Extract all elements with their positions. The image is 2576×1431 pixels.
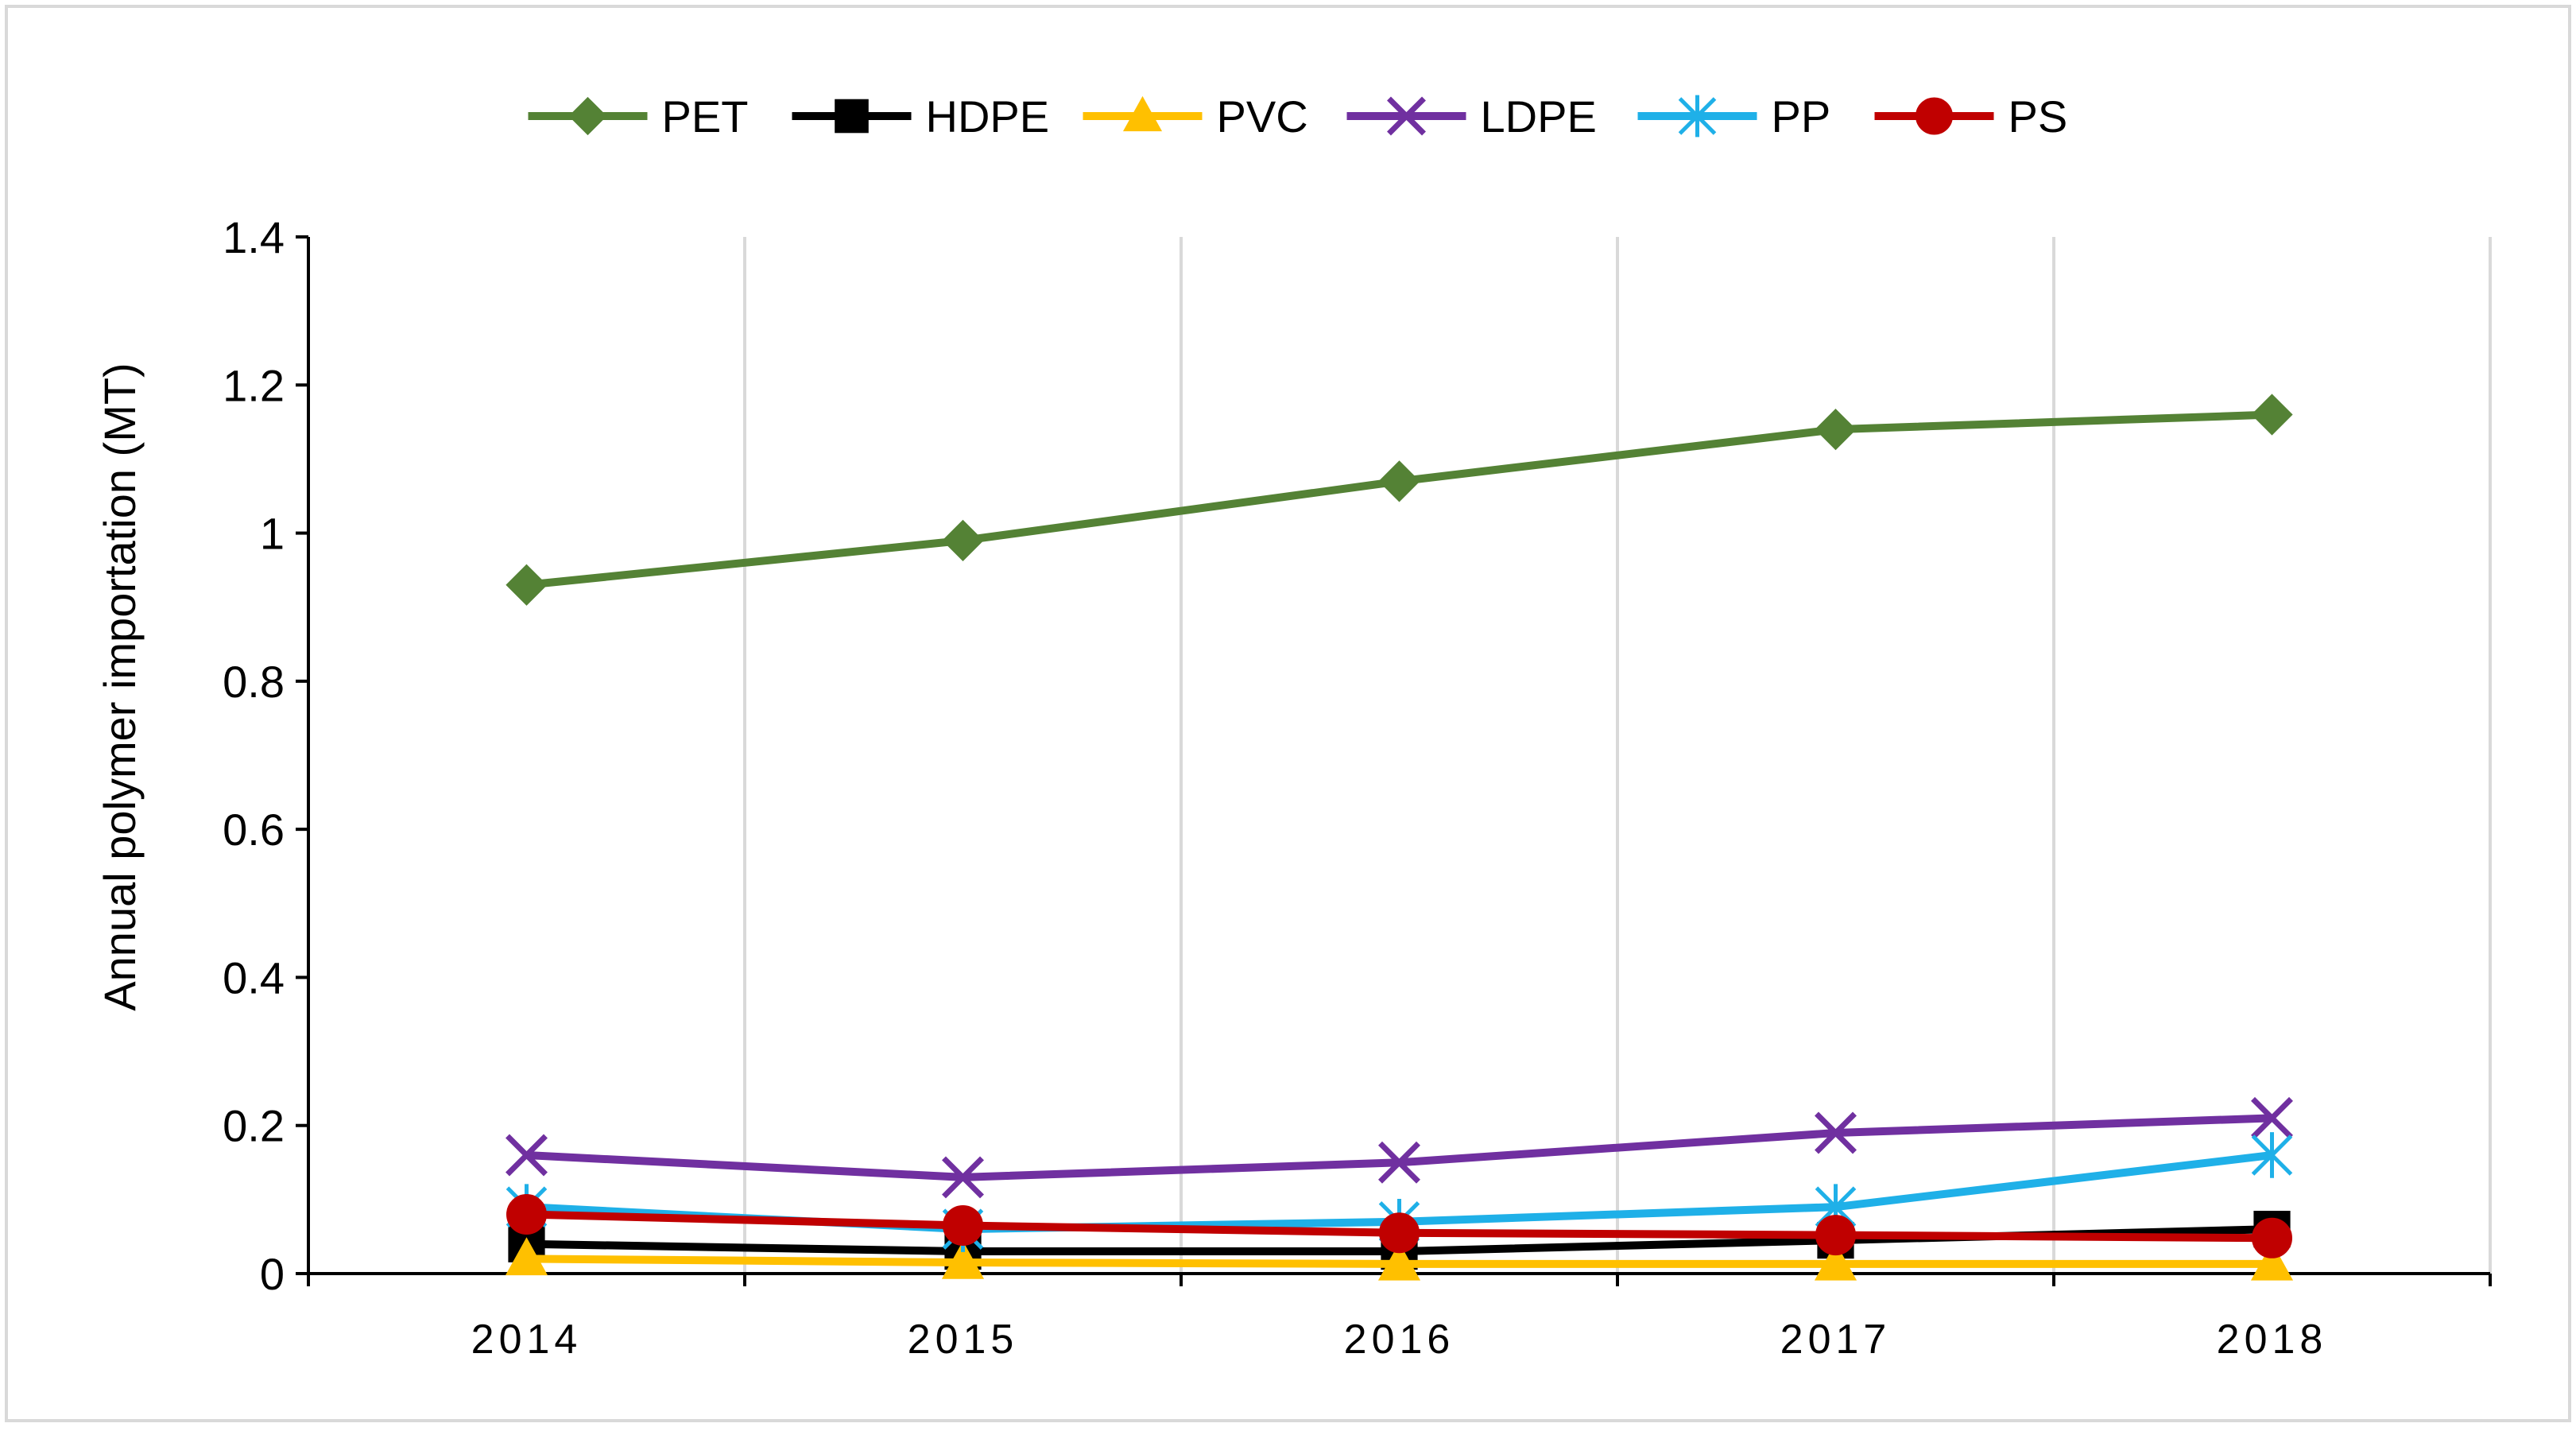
legend-marker-hdpe — [835, 99, 869, 134]
legend-label-pvc: PVC — [1217, 91, 1308, 142]
data-point-pet — [942, 519, 984, 562]
legend: PET HDPE PVC LDPE PP PS — [528, 91, 2068, 142]
data-point-ldpe — [942, 1156, 984, 1199]
legend-marker-pet — [568, 96, 607, 136]
data-point-ldpe — [2251, 1096, 2293, 1139]
x-tick-label: 2015 — [908, 1317, 1019, 1363]
y-tick-label: 1.4 — [223, 212, 285, 262]
axes: 0 0.2 0.4 0.6 0.8 1 1.2 1.4 2014 2015 2016 2017 2018 — [223, 212, 2492, 1363]
legend-item-ps: PS — [1874, 91, 2068, 142]
legend-marker-ldpe — [1387, 96, 1426, 136]
data-point-ldpe — [1378, 1141, 1420, 1184]
data-point-pp — [2251, 1132, 2293, 1178]
data-point-ps — [506, 1193, 547, 1235]
series-pet — [506, 394, 2293, 606]
x-tick-label: 2016 — [1344, 1317, 1455, 1363]
data-point-pet — [1815, 409, 1857, 451]
legend-label-pp: PP — [1772, 91, 1831, 142]
y-axis-label: Annual polymer importation (MT) — [95, 363, 145, 1010]
data-point-pet — [1378, 460, 1420, 502]
data-point-pvc — [941, 1240, 985, 1279]
data-point-pvc — [2250, 1242, 2294, 1281]
y-tick-label: 1 — [260, 509, 285, 559]
legend-item-hdpe: HDPE — [792, 91, 1050, 142]
series-ps — [506, 1193, 2292, 1258]
series-ldpe — [506, 1096, 2293, 1199]
data-point-ps — [943, 1204, 983, 1246]
series-pvc — [505, 1237, 2294, 1281]
x-tick-label: 2017 — [1780, 1317, 1892, 1363]
legend-marker-ps — [1916, 97, 1953, 135]
legend-item-pp: PP — [1637, 91, 1831, 142]
legend-item-ldpe: LDPE — [1346, 91, 1597, 142]
chart-border — [5, 5, 2571, 1422]
x-tick-label: 2014 — [471, 1317, 583, 1363]
y-tick-label: 0 — [260, 1249, 285, 1299]
y-tick-label: 0.4 — [223, 952, 285, 1002]
series — [505, 394, 2294, 1281]
x-tick-label: 2018 — [2217, 1317, 2328, 1363]
legend-label-ldpe: LDPE — [1481, 91, 1597, 142]
data-point-pvc — [1814, 1242, 1857, 1281]
y-tick-label: 0.8 — [223, 657, 285, 707]
data-point-pet — [2251, 394, 2293, 436]
y-tick-label: 0.6 — [223, 805, 285, 855]
legend-marker-pvc — [1122, 95, 1163, 132]
data-point-ps — [2252, 1217, 2292, 1258]
data-point-pvc — [1377, 1242, 1421, 1281]
data-point-ldpe — [506, 1134, 548, 1177]
legend-item-pvc: PVC — [1083, 91, 1308, 142]
data-point-ldpe — [1815, 1111, 1857, 1154]
legend-marker-pp — [1678, 95, 1717, 138]
gridlines — [743, 237, 2492, 1274]
data-point-ps — [1815, 1215, 1856, 1256]
data-point-ps — [1379, 1212, 1420, 1254]
data-point-pvc — [505, 1237, 548, 1276]
y-tick-label: 0.2 — [223, 1101, 285, 1151]
legend-item-pet: PET — [528, 91, 749, 142]
data-point-pet — [506, 564, 548, 606]
legend-label-ps: PS — [2009, 91, 2068, 142]
legend-label-pet: PET — [662, 91, 749, 142]
legend-label-hdpe: HDPE — [926, 91, 1050, 142]
y-tick-label: 1.2 — [223, 360, 285, 410]
